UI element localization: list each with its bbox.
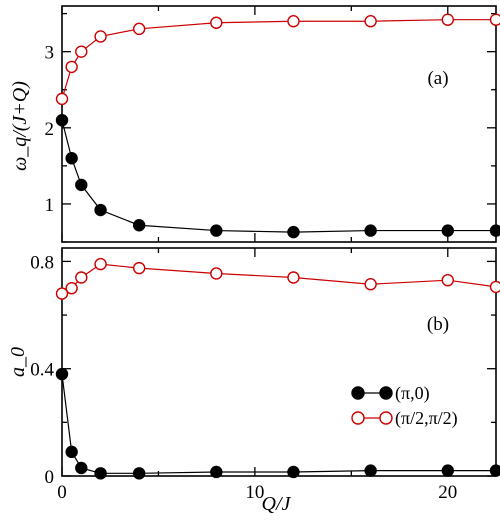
data-point	[364, 15, 377, 28]
data-point	[65, 152, 78, 165]
series-line	[61, 263, 497, 295]
plot-frame	[61, 5, 497, 243]
data-point	[65, 60, 78, 74]
x-tick-label: 20	[438, 482, 457, 503]
legend-marker	[351, 386, 365, 400]
y-tick-label: 2	[45, 119, 55, 140]
data-point	[94, 203, 107, 217]
x-tick-label: 10	[245, 482, 264, 503]
legend-marker	[379, 411, 393, 425]
data-point	[210, 465, 223, 479]
data-point	[287, 15, 300, 28]
y-tick-label: 1	[45, 195, 55, 216]
data-point	[364, 278, 377, 291]
x-tick-label: 0	[57, 482, 67, 503]
data-point	[210, 16, 223, 29]
data-point	[489, 224, 500, 237]
plot-frame	[61, 247, 497, 477]
panel-label: (b)	[427, 314, 449, 335]
data-point	[75, 45, 88, 58]
legend-marker	[379, 386, 393, 400]
data-point	[441, 13, 454, 26]
legend-label: (π,0)	[395, 383, 430, 404]
legend: (π,0) (π/2,π/2)	[351, 383, 458, 429]
data-point	[441, 224, 454, 237]
data-point	[132, 261, 146, 275]
data-point	[132, 219, 146, 232]
data-point	[441, 464, 454, 477]
data-point	[489, 13, 500, 26]
data-point	[489, 464, 500, 477]
series-line	[61, 373, 496, 474]
y-axis-title-a: ω_q/(J+Q)	[9, 81, 31, 171]
data-point	[132, 467, 146, 480]
series-line	[61, 120, 496, 233]
data-point	[210, 267, 223, 280]
panel-a: 1 2 3 (a)	[45, 5, 500, 243]
data-point	[287, 271, 300, 284]
data-point	[364, 224, 377, 237]
legend-marker	[351, 411, 365, 425]
data-point	[55, 367, 69, 381]
series-line	[61, 19, 496, 100]
data-point	[210, 224, 223, 237]
y-axis-title-b: a_0	[7, 347, 29, 377]
data-point	[94, 467, 107, 480]
data-point	[132, 22, 146, 36]
data-point	[489, 280, 500, 294]
y-tick-label: 3	[45, 43, 55, 64]
panel-label: (a)	[427, 68, 448, 89]
data-point	[65, 282, 78, 295]
y-tick-label: 0.4	[30, 360, 54, 381]
data-point	[94, 30, 107, 43]
legend-label: (π/2,π/2)	[395, 408, 458, 429]
data-point	[75, 461, 88, 475]
data-point	[75, 178, 88, 192]
panel-b: 0 10 20 0 0.4 0.8 (b)	[30, 247, 500, 503]
data-point	[441, 273, 454, 287]
data-point	[55, 92, 69, 106]
data-point	[287, 465, 300, 479]
data-point	[364, 464, 377, 477]
data-point	[94, 257, 107, 271]
x-axis-title: Q/J	[262, 493, 292, 515]
data-point	[65, 445, 78, 459]
y-tick-label: 0.8	[30, 252, 54, 273]
data-point	[75, 271, 88, 284]
data-point	[55, 113, 69, 127]
data-point	[287, 225, 300, 239]
y-tick-label: 0	[45, 467, 55, 488]
data-point	[55, 287, 69, 300]
